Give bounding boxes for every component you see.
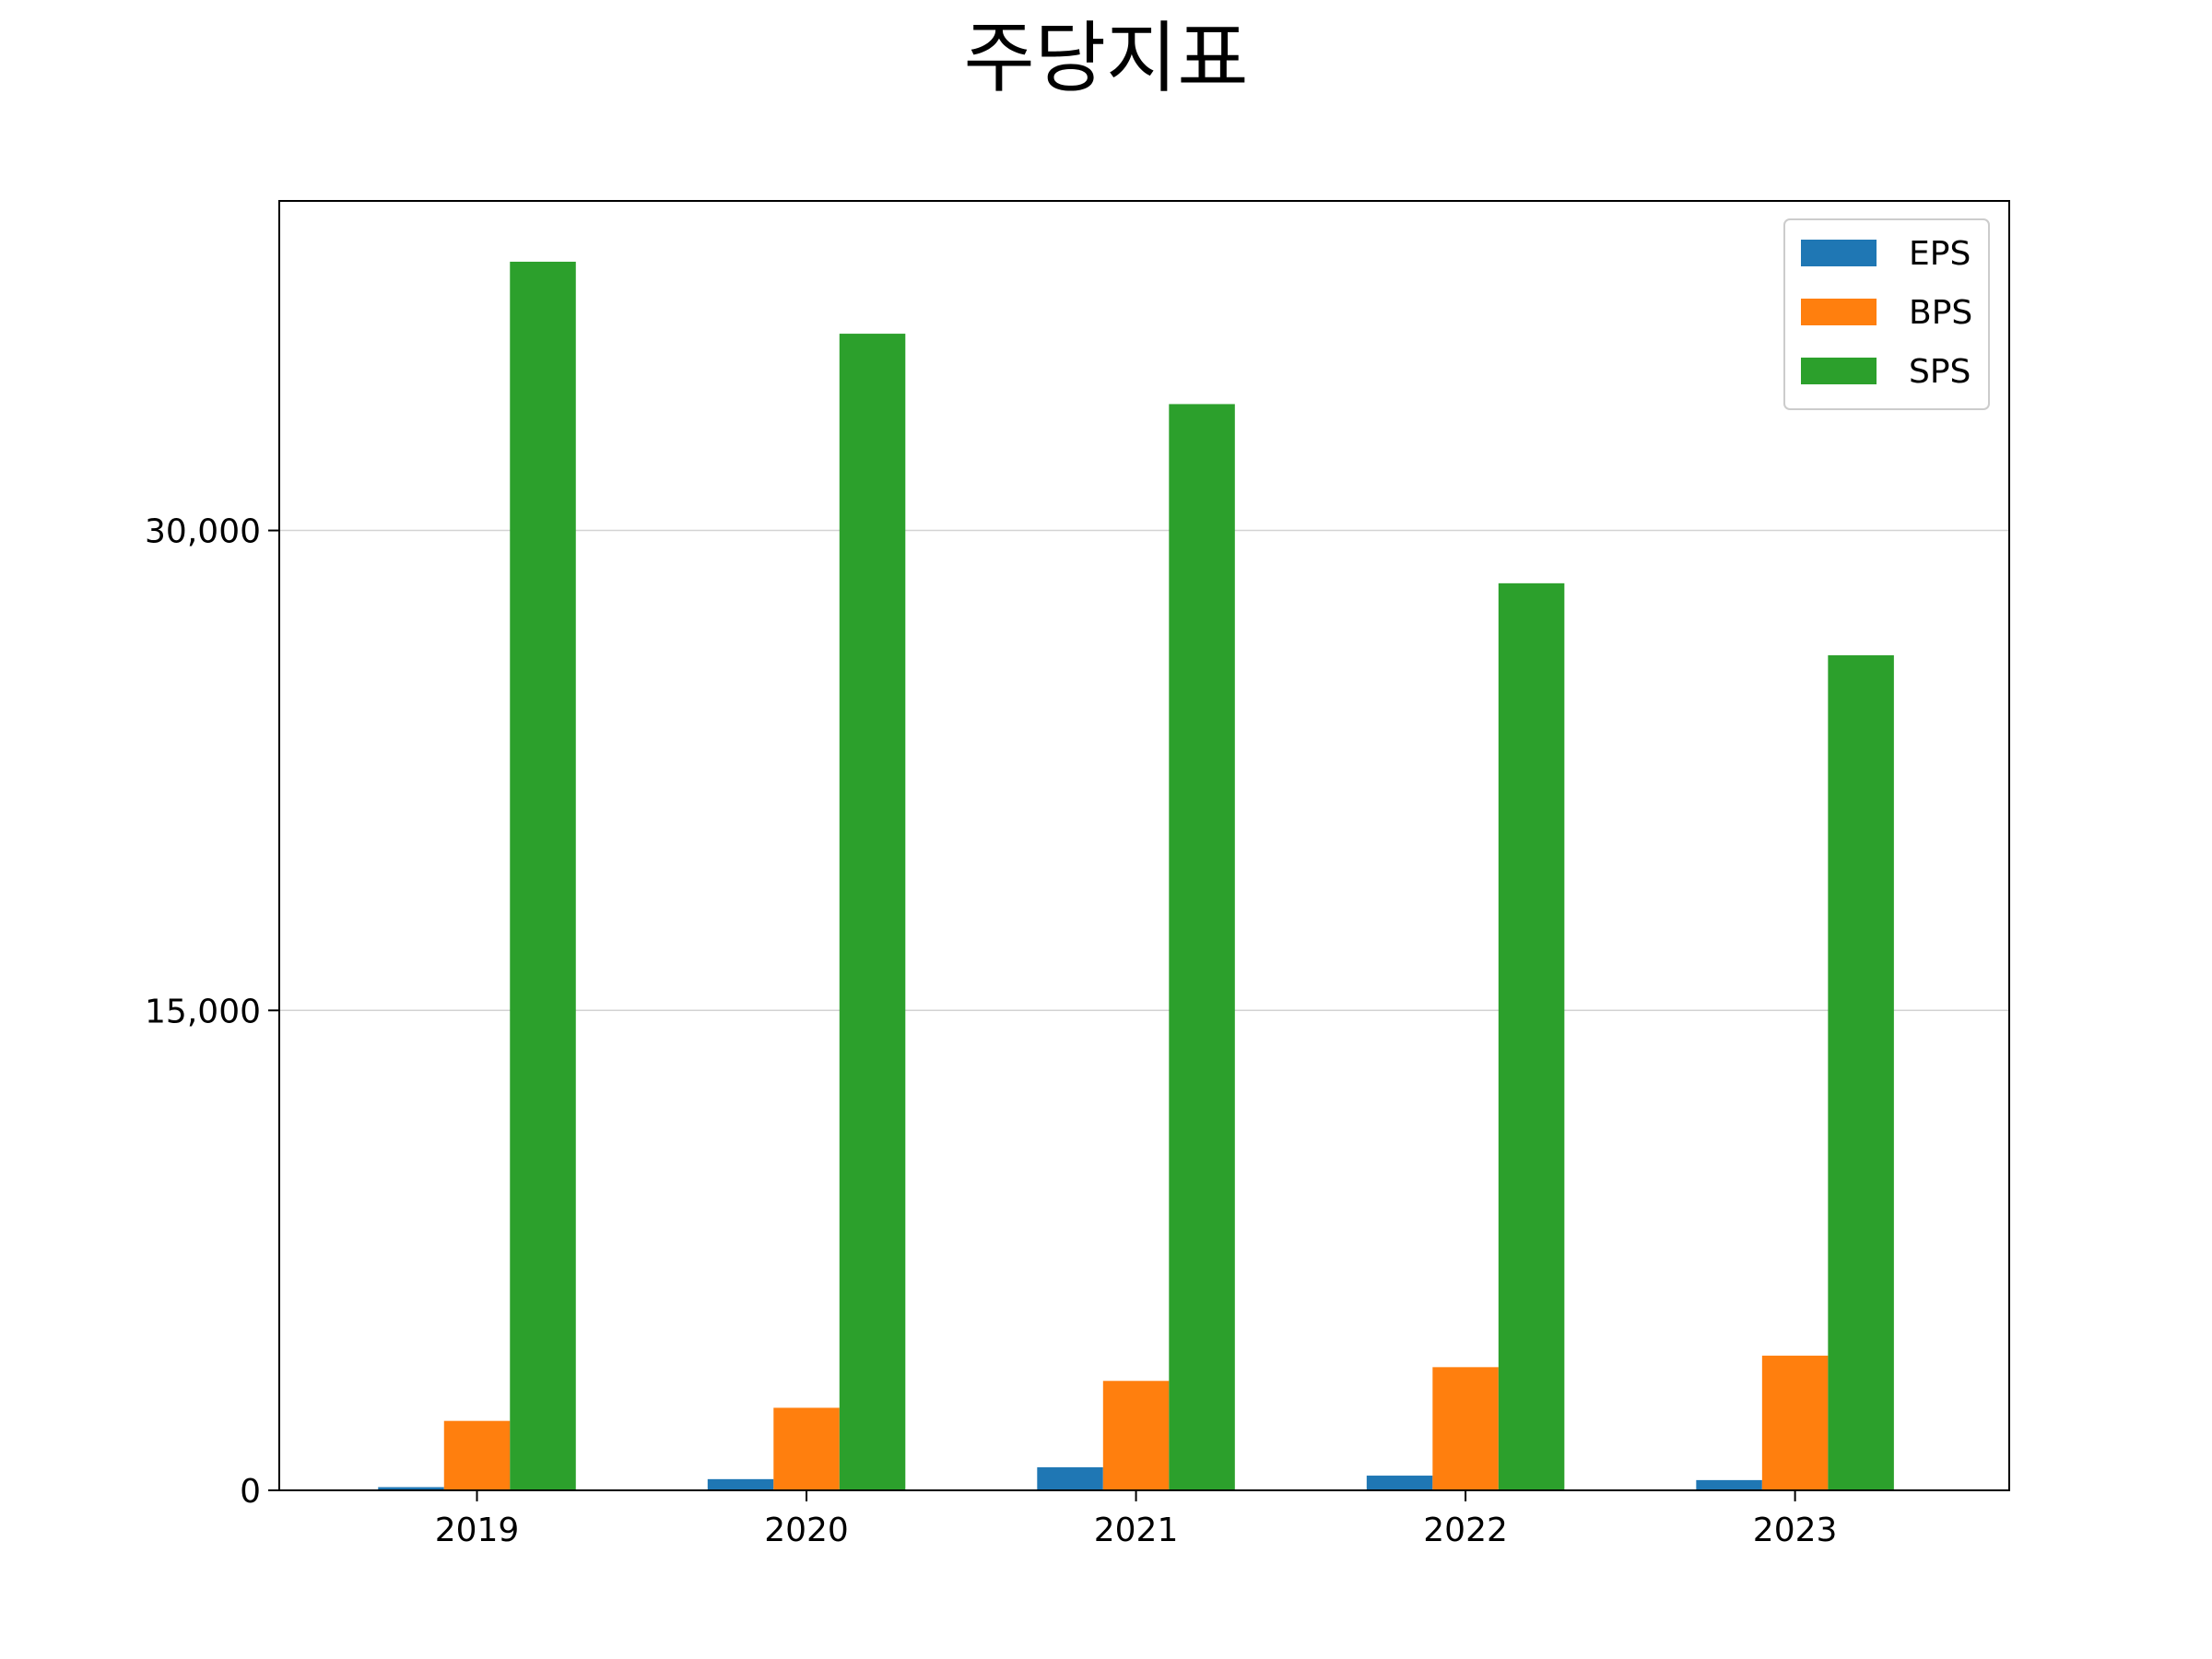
- chart-title: 주당지표: [963, 13, 1248, 103]
- bar-bps-2020: [773, 1407, 840, 1490]
- bar-sps-2020: [839, 334, 906, 1490]
- bar-bps-2022: [1432, 1367, 1499, 1490]
- x-tick-label: 2023: [1753, 1512, 1838, 1549]
- bar-sps-2019: [510, 261, 576, 1491]
- x-tick-label: 2022: [1423, 1512, 1508, 1549]
- bar-sps-2022: [1498, 582, 1565, 1490]
- y-tick-label: 0: [240, 1473, 261, 1511]
- y-tick-label: 30,000: [145, 513, 261, 551]
- legend-label-bps: BPS: [1909, 294, 1972, 332]
- x-tick-label: 2019: [435, 1512, 520, 1549]
- bar-eps-2019: [378, 1487, 444, 1490]
- bar-eps-2023: [1696, 1479, 1762, 1490]
- legend-label-sps: SPS: [1909, 353, 1971, 391]
- bar-eps-2022: [1366, 1476, 1433, 1490]
- plot-frame: [278, 200, 2010, 1491]
- legend-swatch-sps: [1801, 358, 1877, 384]
- bar-sps-2023: [1828, 654, 1894, 1490]
- legend-swatch-eps: [1801, 240, 1877, 266]
- bar-bps-2023: [1761, 1355, 1829, 1490]
- axes: 2019 2020 2021 2022 2023 0 15,000 30,000: [145, 200, 2010, 1549]
- bar-bps-2021: [1102, 1381, 1170, 1490]
- legend: EPS BPS SPS: [1783, 218, 1990, 410]
- bar-eps-2021: [1037, 1467, 1103, 1490]
- x-tick-label: 2021: [1094, 1512, 1179, 1549]
- bar-sps-2021: [1169, 404, 1235, 1490]
- x-tick-label: 2020: [764, 1512, 849, 1549]
- y-tick-label: 15,000: [145, 993, 261, 1030]
- bar-eps-2020: [707, 1478, 774, 1490]
- bars: [378, 261, 1894, 1491]
- bar-bps-2019: [443, 1420, 511, 1490]
- legend-swatch-bps: [1801, 299, 1877, 325]
- legend-label-eps: EPS: [1909, 235, 1971, 273]
